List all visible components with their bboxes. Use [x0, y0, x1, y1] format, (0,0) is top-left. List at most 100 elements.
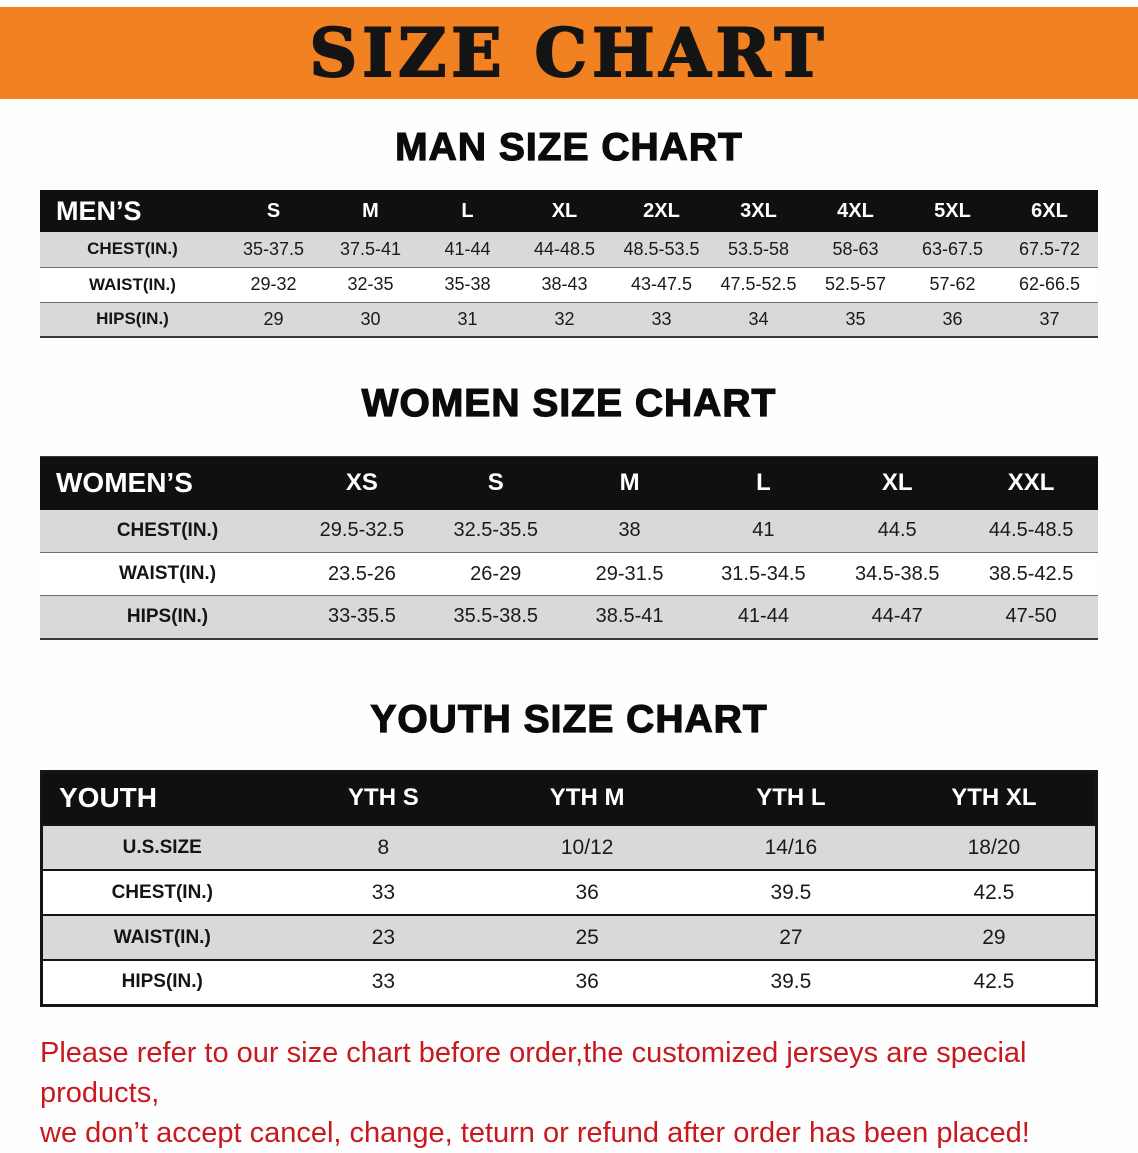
column-header: YTH S	[348, 784, 419, 812]
table-cell: 32.5-35.5	[453, 519, 538, 542]
column-header: L	[461, 199, 474, 222]
banner-title: SIZE CHART	[309, 13, 829, 93]
table-cell: 25	[575, 925, 599, 949]
table-cell: 36	[575, 880, 599, 904]
column-header: YTH M	[549, 784, 625, 812]
table-cell: 33	[651, 308, 672, 329]
youth-section: YOUTH SIZE CHART YOUTH YTH S YTH M YTH L…	[0, 697, 1138, 1007]
table-cell: 38.5-41	[595, 605, 664, 628]
men-section-heading: MAN SIZE CHART	[395, 125, 743, 169]
column-header: 6XL	[1031, 199, 1068, 222]
row-label: HIPS(IN.)	[126, 605, 209, 627]
youth-waist-row: WAIST(IN.) 23 25 27 29	[41, 915, 1097, 960]
column-header: YTH XL	[951, 784, 1037, 812]
table-cell: 34.5-38.5	[854, 562, 940, 585]
column-header: S	[487, 469, 504, 497]
men-table-title: MEN’S	[56, 195, 142, 226]
column-header: XXL	[1007, 469, 1055, 497]
table-cell: 38.5-42.5	[988, 562, 1074, 585]
table-cell: 47.5-52.5	[720, 274, 797, 294]
table-cell: 33-35.5	[327, 605, 396, 628]
table-cell: 23	[371, 925, 396, 949]
youth-table-title: YOUTH	[59, 782, 157, 814]
column-header: 3XL	[740, 199, 777, 222]
women-size-table: WOMEN’S XS S M L XL XXL CHEST(IN.) 29.5-…	[40, 456, 1098, 640]
table-cell: 67.5-72	[1018, 238, 1081, 259]
table-cell: 53.5-58	[727, 238, 790, 259]
table-cell: 39.5	[770, 970, 812, 994]
table-cell: 48.5-53.5	[623, 238, 700, 259]
youth-hips-row: HIPS(IN.) 33 36 39.5 42.5	[41, 960, 1097, 1005]
table-cell: 38-43	[541, 274, 588, 294]
table-cell: 41-44	[444, 238, 491, 259]
disclaimer-note: Please refer to our size chart before or…	[40, 1033, 1120, 1153]
youth-header-row: YOUTH YTH S YTH M YTH L YTH XL	[41, 771, 1097, 825]
table-cell: 32	[554, 308, 575, 329]
row-label: U.S.SIZE	[122, 836, 202, 858]
table-cell: 36	[942, 308, 963, 329]
table-cell: 30	[360, 308, 381, 329]
men-hips-row: HIPS(IN.) 29 30 31 32 33 34 35 36 37	[40, 302, 1098, 337]
table-cell: 41	[752, 519, 775, 542]
table-cell: 58-63	[832, 238, 879, 259]
row-label: WAIST(IN.)	[89, 274, 176, 294]
women-header-row: WOMEN’S XS S M L XL XXL	[40, 456, 1098, 510]
row-label: WAIST(IN.)	[113, 926, 211, 948]
disclaimer-line-2: we don’t accept cancel, change, teturn o…	[40, 1116, 1030, 1149]
table-cell: 38	[618, 519, 641, 542]
table-cell: 32-35	[347, 274, 394, 294]
table-cell: 35.5-38.5	[453, 605, 538, 628]
column-header: 4XL	[837, 199, 874, 222]
table-cell: 37.5-41	[339, 238, 402, 259]
table-cell: 8	[377, 835, 390, 859]
table-cell: 33	[371, 880, 396, 904]
table-cell: 18/20	[967, 835, 1021, 859]
row-label: CHEST(IN.)	[116, 519, 219, 541]
size-chart-banner: SIZE CHART	[0, 7, 1138, 99]
column-header: XL	[881, 469, 913, 497]
column-header: 5XL	[934, 199, 971, 222]
table-cell: 35	[845, 308, 866, 329]
column-header: YTH L	[756, 784, 826, 812]
table-cell: 29-32	[250, 274, 297, 294]
table-cell: 35-38	[444, 274, 491, 294]
table-cell: 44.5-48.5	[988, 519, 1074, 542]
table-cell: 10/12	[560, 835, 614, 859]
table-cell: 29	[263, 308, 284, 329]
men-section: MAN SIZE CHART MEN’S S M L XL 2XL 3XL 4X…	[0, 125, 1138, 338]
table-cell: 31.5-34.5	[721, 562, 806, 585]
women-section: WOMEN SIZE CHART WOMEN’S XS S M L XL XXL…	[0, 381, 1138, 640]
table-cell: 36	[575, 970, 599, 994]
table-cell: 41-44	[737, 605, 789, 628]
table-cell: 27	[779, 925, 803, 949]
women-chest-row: CHEST(IN.) 29.5-32.5 32.5-35.5 38 41 44.…	[40, 509, 1098, 553]
column-header: L	[756, 469, 771, 497]
men-header-row: MEN’S S M L XL 2XL 3XL 4XL 5XL 6XL	[40, 190, 1098, 232]
youth-ussize-row: U.S.SIZE 8 10/12 14/16 18/20	[41, 825, 1097, 870]
table-cell: 44.5	[877, 519, 917, 542]
table-cell: 31	[457, 308, 478, 329]
column-header: M	[362, 199, 379, 222]
men-waist-row: WAIST(IN.) 29-32 32-35 35-38 38-43 43-47…	[40, 267, 1098, 302]
table-cell: 26-29	[470, 562, 522, 585]
table-cell: 37	[1039, 308, 1060, 329]
row-label: WAIST(IN.)	[118, 563, 217, 584]
table-cell: 44-48.5	[533, 238, 596, 259]
table-cell: 52.5-57	[824, 274, 887, 294]
women-waist-row: WAIST(IN.) 23.5-26 26-29 29-31.5 31.5-34…	[40, 552, 1098, 596]
women-section-heading: WOMEN SIZE CHART	[361, 381, 777, 425]
youth-section-heading: YOUTH SIZE CHART	[370, 697, 768, 741]
table-cell: 39.5	[770, 880, 812, 904]
table-cell: 44-47	[871, 605, 923, 628]
table-cell: 62-66.5	[1018, 274, 1081, 294]
column-header: M	[619, 469, 640, 497]
table-cell: 42.5	[973, 970, 1015, 994]
table-cell: 47-50	[1005, 605, 1057, 628]
youth-chest-row: CHEST(IN.) 33 36 39.5 42.5	[41, 870, 1097, 915]
table-cell: 35-37.5	[242, 238, 305, 259]
youth-size-table: YOUTH YTH S YTH M YTH L YTH XL U.S.SIZE …	[40, 769, 1098, 1007]
table-cell: 29-31.5	[595, 562, 664, 585]
column-header: XS	[345, 469, 378, 497]
men-chest-row: CHEST(IN.) 35-37.5 37.5-41 41-44 44-48.5…	[40, 232, 1098, 267]
table-cell: 43-47.5	[630, 274, 693, 294]
